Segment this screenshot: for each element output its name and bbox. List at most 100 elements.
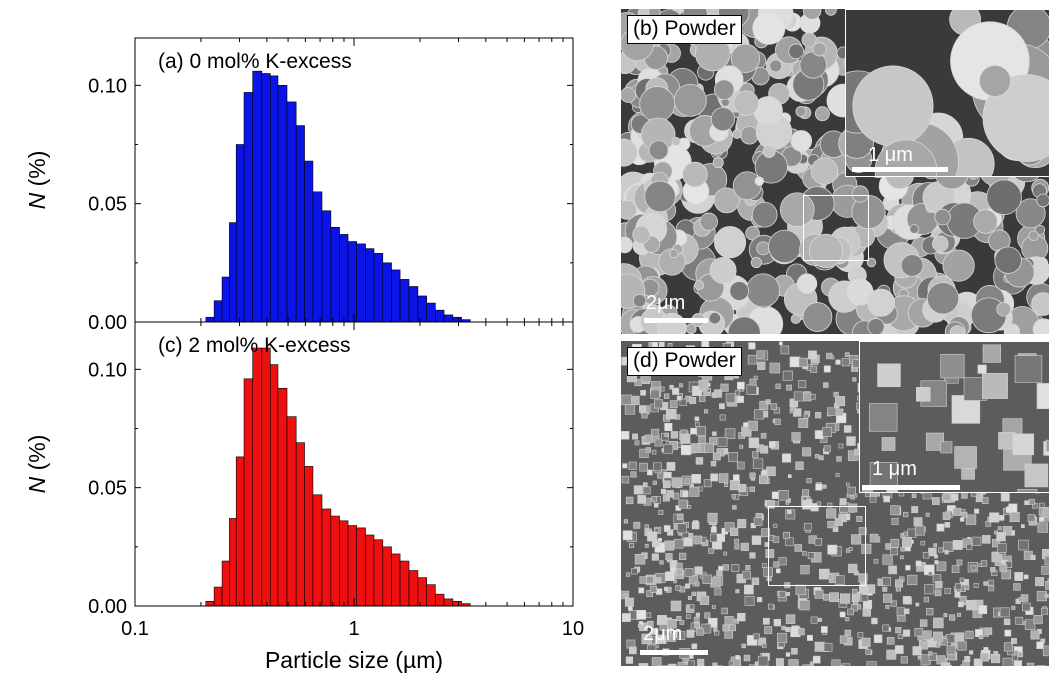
sem-grain: [658, 509, 664, 516]
sem-grain: [963, 584, 970, 590]
sem-grain: [1024, 500, 1029, 506]
sem-particle: [699, 212, 718, 231]
sem-grain: [903, 608, 910, 615]
sem-grain: [673, 579, 677, 584]
sem-grain: [694, 566, 703, 575]
sem-grain: [802, 392, 812, 402]
sem-grain: [669, 400, 678, 409]
sem-grain: [691, 474, 701, 484]
histogram-figure: 0.00 0.05 0.10 N (%) (a) 0 mol% K-excess 0.0…: [24, 37, 584, 673]
histogram-bar: [435, 593, 445, 607]
sem-grain: [716, 533, 726, 542]
sem-grain: [711, 605, 716, 609]
sem-grain: [1023, 574, 1029, 580]
histogram-bar: [399, 279, 410, 323]
sem-grain: [791, 432, 801, 442]
sem-grain: [917, 636, 922, 641]
sem-grain: [857, 632, 864, 638]
inset-scale-bar-b: [852, 167, 948, 172]
zoom-inset-d: 1 μm: [859, 341, 1049, 493]
sem-grain: [757, 597, 763, 603]
sem-grain: [664, 540, 675, 551]
sem-grain: [882, 554, 893, 565]
sem-grain: [795, 461, 804, 470]
sem-grain: [712, 452, 721, 461]
sem-grain: [996, 531, 1006, 542]
sem-grain: [839, 611, 846, 618]
sem-grain: [1003, 642, 1013, 652]
sem-grain: [900, 555, 904, 560]
sem-grain: [1045, 581, 1049, 590]
sem-particle: [685, 323, 697, 334]
histogram-bar: [277, 85, 288, 323]
sem-grain: [659, 560, 664, 565]
sem-grain: [989, 512, 1000, 523]
histogram-bar: [312, 191, 323, 323]
histogram-bar: [365, 534, 375, 607]
sem-grain: [850, 604, 858, 612]
sem-grain: [919, 640, 929, 650]
sem-grain: [785, 614, 796, 624]
y-axis-label: N (%): [24, 435, 50, 494]
sem-particle: [621, 236, 633, 254]
sem-particle: [996, 301, 1012, 317]
sem-grain: [917, 655, 922, 660]
sem-grain: [1018, 597, 1024, 603]
sem-grain: [817, 617, 822, 622]
sem-grain: [981, 535, 991, 544]
sem-grain: [627, 606, 633, 611]
sem-particle: [694, 280, 705, 291]
sem-grain: [1012, 433, 1035, 456]
sem-grain: [923, 596, 930, 603]
sem-grain: [847, 486, 856, 496]
sem-grain: [928, 651, 933, 656]
histogram-bar: [330, 515, 340, 607]
sem-grain: [724, 522, 735, 533]
sem-grain: [846, 436, 856, 446]
sem-grain: [644, 524, 649, 529]
sem-grain: [822, 484, 827, 489]
sem-grain: [809, 661, 814, 666]
sem-particle: [986, 179, 1022, 215]
histogram-bar: [373, 253, 384, 323]
sem-grain: [993, 651, 999, 656]
sem-grain: [634, 378, 642, 387]
histogram-bar: [347, 525, 357, 607]
sem-grain: [722, 564, 729, 571]
sem-grain: [768, 603, 774, 610]
sem-grain: [762, 617, 770, 625]
sem-particle: [802, 302, 833, 332]
sem-grain: [716, 570, 723, 577]
sem-grain: [940, 441, 953, 454]
histogram-bar: [321, 508, 332, 607]
sem-grain: [807, 552, 815, 560]
sem-grain: [885, 604, 890, 609]
sem-grain: [903, 531, 909, 537]
sem-grain: [1009, 511, 1020, 522]
sem-grain: [652, 462, 662, 472]
sem-grain: [719, 403, 725, 410]
sem-grain: [749, 486, 755, 493]
sem-grain: [717, 436, 728, 447]
sem-grain: [714, 588, 722, 596]
sem-grain: [823, 642, 833, 652]
sem-grain: [666, 408, 677, 420]
sem-grain: [788, 659, 799, 666]
histogram-bar: [391, 553, 401, 607]
sem-particle: [795, 106, 807, 117]
sem-grain: [631, 568, 638, 575]
sem-grain: [965, 514, 977, 525]
sem-grain: [936, 561, 947, 572]
sem-grain: [694, 622, 700, 629]
sem-grain: [667, 633, 676, 642]
sem-grain: [920, 540, 925, 546]
sem-grain: [862, 608, 871, 617]
panel-label-b: (b) Powder: [627, 15, 742, 44]
histogram-bar: [356, 527, 366, 607]
sem-grain: [670, 600, 682, 612]
sem-grain: [974, 508, 980, 514]
sem-grain: [695, 612, 700, 617]
sem-grain: [843, 425, 852, 433]
sem-grain: [629, 646, 637, 655]
sem-grain: [953, 507, 962, 516]
